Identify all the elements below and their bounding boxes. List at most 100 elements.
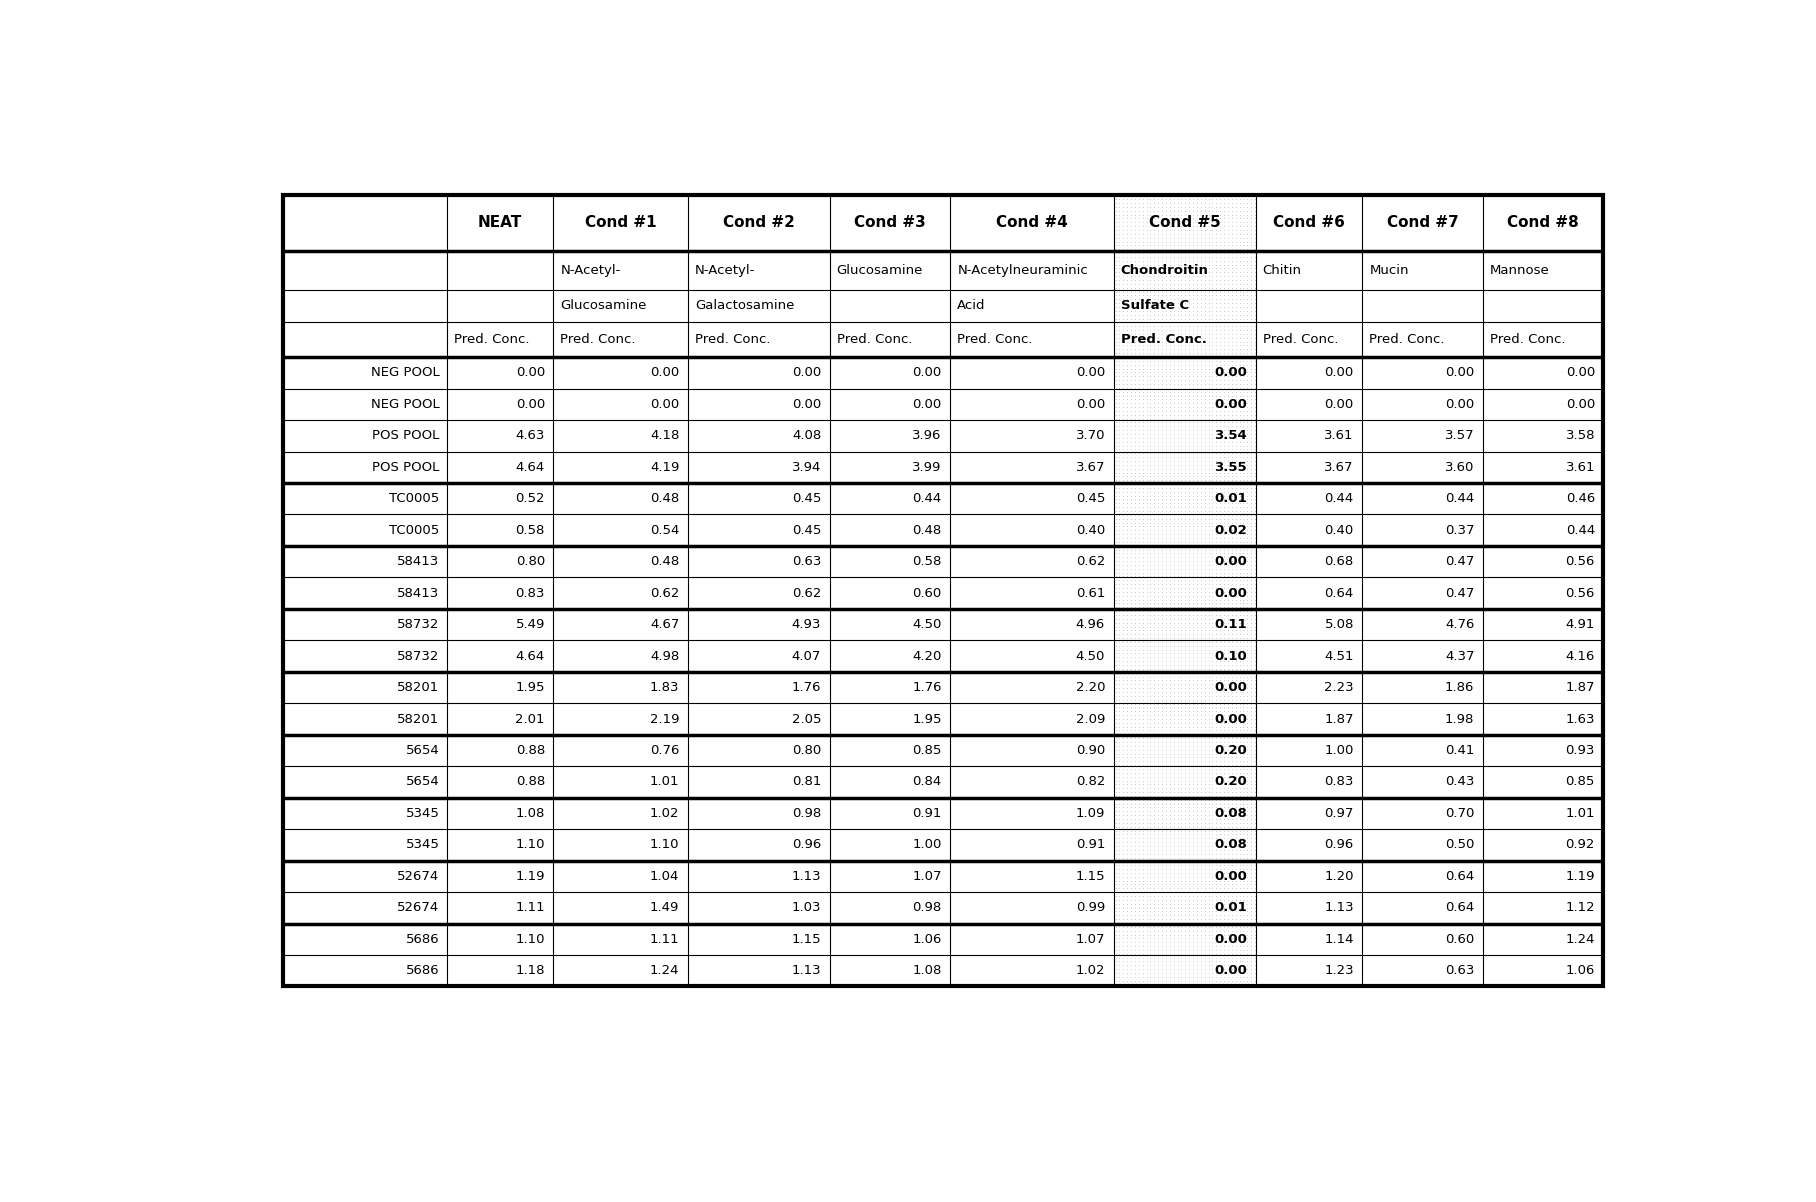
Point <box>1168 690 1197 709</box>
Point <box>1182 817 1211 837</box>
Point <box>1209 555 1239 575</box>
Point <box>1209 644 1239 664</box>
Point <box>1140 328 1170 347</box>
Point <box>1128 767 1157 786</box>
Point <box>1117 216 1146 236</box>
Point <box>1110 963 1139 982</box>
Point <box>1179 409 1208 428</box>
Point <box>1100 478 1130 498</box>
Point <box>1189 382 1219 401</box>
Point <box>1151 370 1180 389</box>
Point <box>1159 760 1188 779</box>
Point <box>1186 590 1215 609</box>
Point <box>1168 463 1197 482</box>
Point <box>1168 520 1197 540</box>
Point <box>1151 216 1180 236</box>
Point <box>1179 671 1208 690</box>
Point <box>1117 686 1146 706</box>
Point <box>1186 756 1215 775</box>
Point <box>1144 936 1173 956</box>
Point <box>1175 737 1204 756</box>
Point <box>1217 871 1246 891</box>
Point <box>1159 601 1188 620</box>
Point <box>1233 716 1262 736</box>
Point <box>1206 267 1235 286</box>
Point <box>1120 795 1150 814</box>
Point <box>1171 748 1200 767</box>
Point <box>1155 563 1184 582</box>
Point <box>1148 344 1177 363</box>
Point <box>1193 744 1222 763</box>
Point <box>1217 220 1246 239</box>
Point <box>1220 594 1249 613</box>
Point <box>1220 359 1249 379</box>
Point <box>1182 802 1211 821</box>
Point <box>1233 471 1262 490</box>
Point <box>1128 809 1157 828</box>
Point <box>1168 821 1197 840</box>
Point <box>1171 466 1200 486</box>
Point <box>1240 894 1269 914</box>
Point <box>1131 959 1160 978</box>
Point <box>1237 552 1266 571</box>
Point <box>1226 209 1255 228</box>
Text: 2.23: 2.23 <box>1324 682 1353 694</box>
Point <box>1100 770 1130 790</box>
Point <box>1189 412 1219 432</box>
Point <box>1100 393 1130 412</box>
Point <box>1128 709 1157 728</box>
Point <box>1206 844 1235 863</box>
Point <box>1159 606 1188 625</box>
Point <box>1117 428 1146 447</box>
Point <box>1189 517 1219 536</box>
Point <box>1171 664 1200 683</box>
Point <box>1237 471 1266 490</box>
Point <box>1128 447 1157 466</box>
Point <box>1131 905 1160 924</box>
Point <box>1124 728 1153 748</box>
Point <box>1175 601 1204 620</box>
Point <box>1117 475 1146 494</box>
Point <box>1209 220 1239 239</box>
Point <box>1175 543 1204 563</box>
Point <box>1175 798 1204 817</box>
Point <box>1140 875 1170 894</box>
Point <box>1240 513 1269 532</box>
Point <box>1199 363 1228 382</box>
Point <box>1240 386 1269 405</box>
Point <box>1213 236 1242 255</box>
Point <box>1193 740 1222 760</box>
Point <box>1110 520 1139 540</box>
Point <box>1199 963 1228 982</box>
Point <box>1193 302 1222 321</box>
Point <box>1117 398 1146 417</box>
Point <box>1171 302 1200 321</box>
Point <box>1199 882 1228 902</box>
Point <box>1110 924 1139 944</box>
Point <box>1220 882 1249 902</box>
Point <box>1110 783 1139 802</box>
Point <box>1159 571 1188 590</box>
Point <box>1186 255 1215 274</box>
Point <box>1100 783 1130 802</box>
Point <box>1168 648 1197 667</box>
Point <box>1229 871 1258 891</box>
Point <box>1117 956 1146 975</box>
Point <box>1186 417 1215 436</box>
Point <box>1159 382 1188 401</box>
Point <box>1233 891 1262 910</box>
Point <box>1135 297 1164 316</box>
Point <box>1240 914 1269 933</box>
Point <box>1155 620 1184 639</box>
Point <box>1193 856 1222 875</box>
Point <box>1104 728 1133 748</box>
Point <box>1182 321 1211 340</box>
Point <box>1229 956 1258 975</box>
Point <box>1144 486 1173 505</box>
Point <box>1135 825 1164 844</box>
Point <box>1186 924 1215 944</box>
Point <box>1131 783 1160 802</box>
Point <box>1104 578 1133 597</box>
Point <box>1168 898 1197 917</box>
Point <box>1120 760 1150 779</box>
